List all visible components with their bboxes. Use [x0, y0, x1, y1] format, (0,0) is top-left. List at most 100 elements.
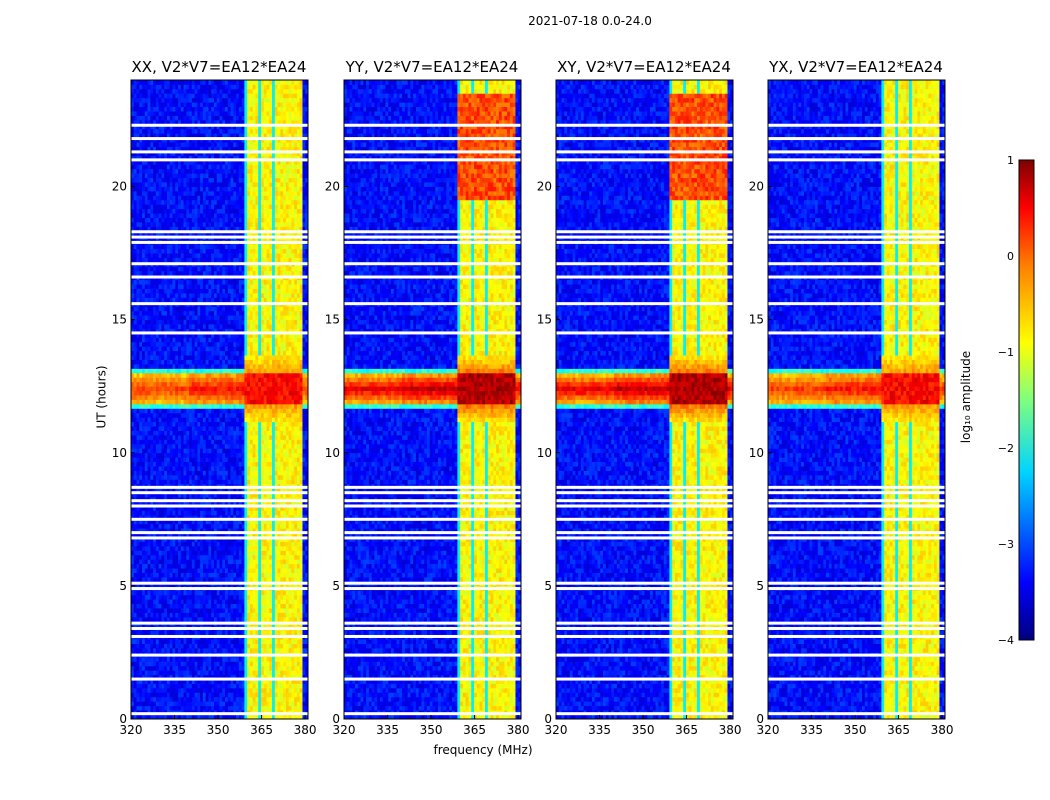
heatmap-cell: [247, 701, 250, 706]
heatmap-cell: [184, 706, 187, 711]
heatmap-cell: [148, 706, 151, 711]
heatmap-cell: [186, 666, 189, 671]
heatmap-cell: [264, 684, 267, 689]
heatmap-cell: [286, 648, 289, 653]
heatmap-cell: [184, 666, 187, 671]
heatmap-cell: [244, 639, 247, 644]
heatmap-cell: [267, 684, 270, 689]
heatmap-cell: [178, 670, 181, 675]
heatmap-cell: [253, 661, 256, 666]
heatmap-cell: [142, 692, 145, 697]
heatmap-cell: [145, 644, 148, 649]
heatmap-cell: [195, 688, 198, 693]
heatmap-cell: [203, 706, 206, 711]
heatmap-cell: [167, 688, 170, 693]
heatmap-cell: [170, 701, 173, 706]
heatmap-cell: [214, 697, 217, 702]
heatmap-cell: [189, 666, 192, 671]
heatmap-cell: [228, 684, 231, 689]
heatmap-cell: [178, 701, 181, 706]
heatmap-cell: [242, 670, 245, 675]
heatmap-cell: [247, 670, 250, 675]
heatmap-cell: [189, 639, 192, 644]
heatmap-cell: [181, 644, 184, 649]
heatmap-cell: [278, 701, 281, 706]
heatmap-cell: [170, 639, 173, 644]
heatmap-cell: [208, 648, 211, 653]
heatmap-cell: [178, 688, 181, 693]
heatmap-cell: [159, 670, 162, 675]
heatmap-cell: [289, 644, 292, 649]
heatmap-cell: [137, 639, 140, 644]
heatmap-cell: [139, 684, 142, 689]
heatmap-cell: [220, 701, 223, 706]
heatmap-cell: [200, 639, 203, 644]
heatmap-cell: [192, 697, 195, 702]
heatmap-cell: [300, 670, 303, 675]
heatmap-cell: [244, 644, 247, 649]
heatmap-cell: [186, 701, 189, 706]
heatmap-cell: [184, 657, 187, 662]
heatmap-cell: [300, 639, 303, 644]
heatmap-cell: [170, 692, 173, 697]
heatmap-cell: [148, 666, 151, 671]
heatmap-cell: [175, 644, 178, 649]
heatmap-cell: [206, 688, 209, 693]
heatmap-cell: [208, 644, 211, 649]
heatmap-cell: [231, 706, 234, 711]
heatmap-cell: [195, 644, 198, 649]
heatmap-cell: [244, 701, 247, 706]
heatmap-cell: [159, 661, 162, 666]
heatmap-cell: [142, 701, 145, 706]
heatmap-cell: [150, 670, 153, 675]
heatmap-cell: [172, 661, 175, 666]
heatmap-cell: [244, 670, 247, 675]
heatmap-cell: [236, 644, 239, 649]
heatmap-cell: [272, 639, 275, 644]
heatmap-cell: [159, 666, 162, 671]
heatmap-cell: [161, 688, 164, 693]
heatmap-cell: [250, 697, 253, 702]
heatmap-cell: [148, 688, 151, 693]
heatmap-cell: [236, 701, 239, 706]
heatmap-cell: [253, 648, 256, 653]
heatmap-cell: [233, 684, 236, 689]
heatmap-cell: [181, 701, 184, 706]
heatmap-cell: [214, 692, 217, 697]
heatmap-cell: [186, 706, 189, 711]
heatmap-cell: [297, 697, 300, 702]
heatmap-cell: [175, 688, 178, 693]
heatmap-cell: [258, 706, 261, 711]
heatmap-cell: [156, 692, 159, 697]
heatmap-cell: [297, 684, 300, 689]
heatmap-cell: [253, 670, 256, 675]
heatmap-cell: [272, 697, 275, 702]
heatmap-cell: [203, 661, 206, 666]
heatmap-cell: [197, 666, 200, 671]
heatmap-cell: [278, 639, 281, 644]
heatmap-cell: [175, 684, 178, 689]
heatmap-cell: [236, 706, 239, 711]
heatmap-cell: [195, 666, 198, 671]
heatmap-cell: [175, 692, 178, 697]
heatmap-cell: [242, 697, 245, 702]
heatmap-cell: [294, 706, 297, 711]
heatmap-cell: [300, 666, 303, 671]
heatmap-cell: [156, 657, 159, 662]
heatmap-cell: [164, 644, 167, 649]
heatmap-cell: [137, 644, 140, 649]
heatmap-cell: [302, 670, 305, 675]
heatmap-cell: [161, 657, 164, 662]
heatmap-cell: [253, 644, 256, 649]
heatmap-cell: [153, 666, 156, 671]
heatmap-cell: [275, 639, 278, 644]
heatmap-cell: [161, 644, 164, 649]
heatmap-cell: [280, 661, 283, 666]
heatmap-cell: [269, 701, 272, 706]
heatmap-cell: [278, 657, 281, 662]
heatmap-cell: [137, 688, 140, 693]
heatmap-cell: [261, 670, 264, 675]
heatmap-cell: [222, 706, 225, 711]
heatmap-cell: [300, 648, 303, 653]
heatmap-cell: [231, 648, 234, 653]
